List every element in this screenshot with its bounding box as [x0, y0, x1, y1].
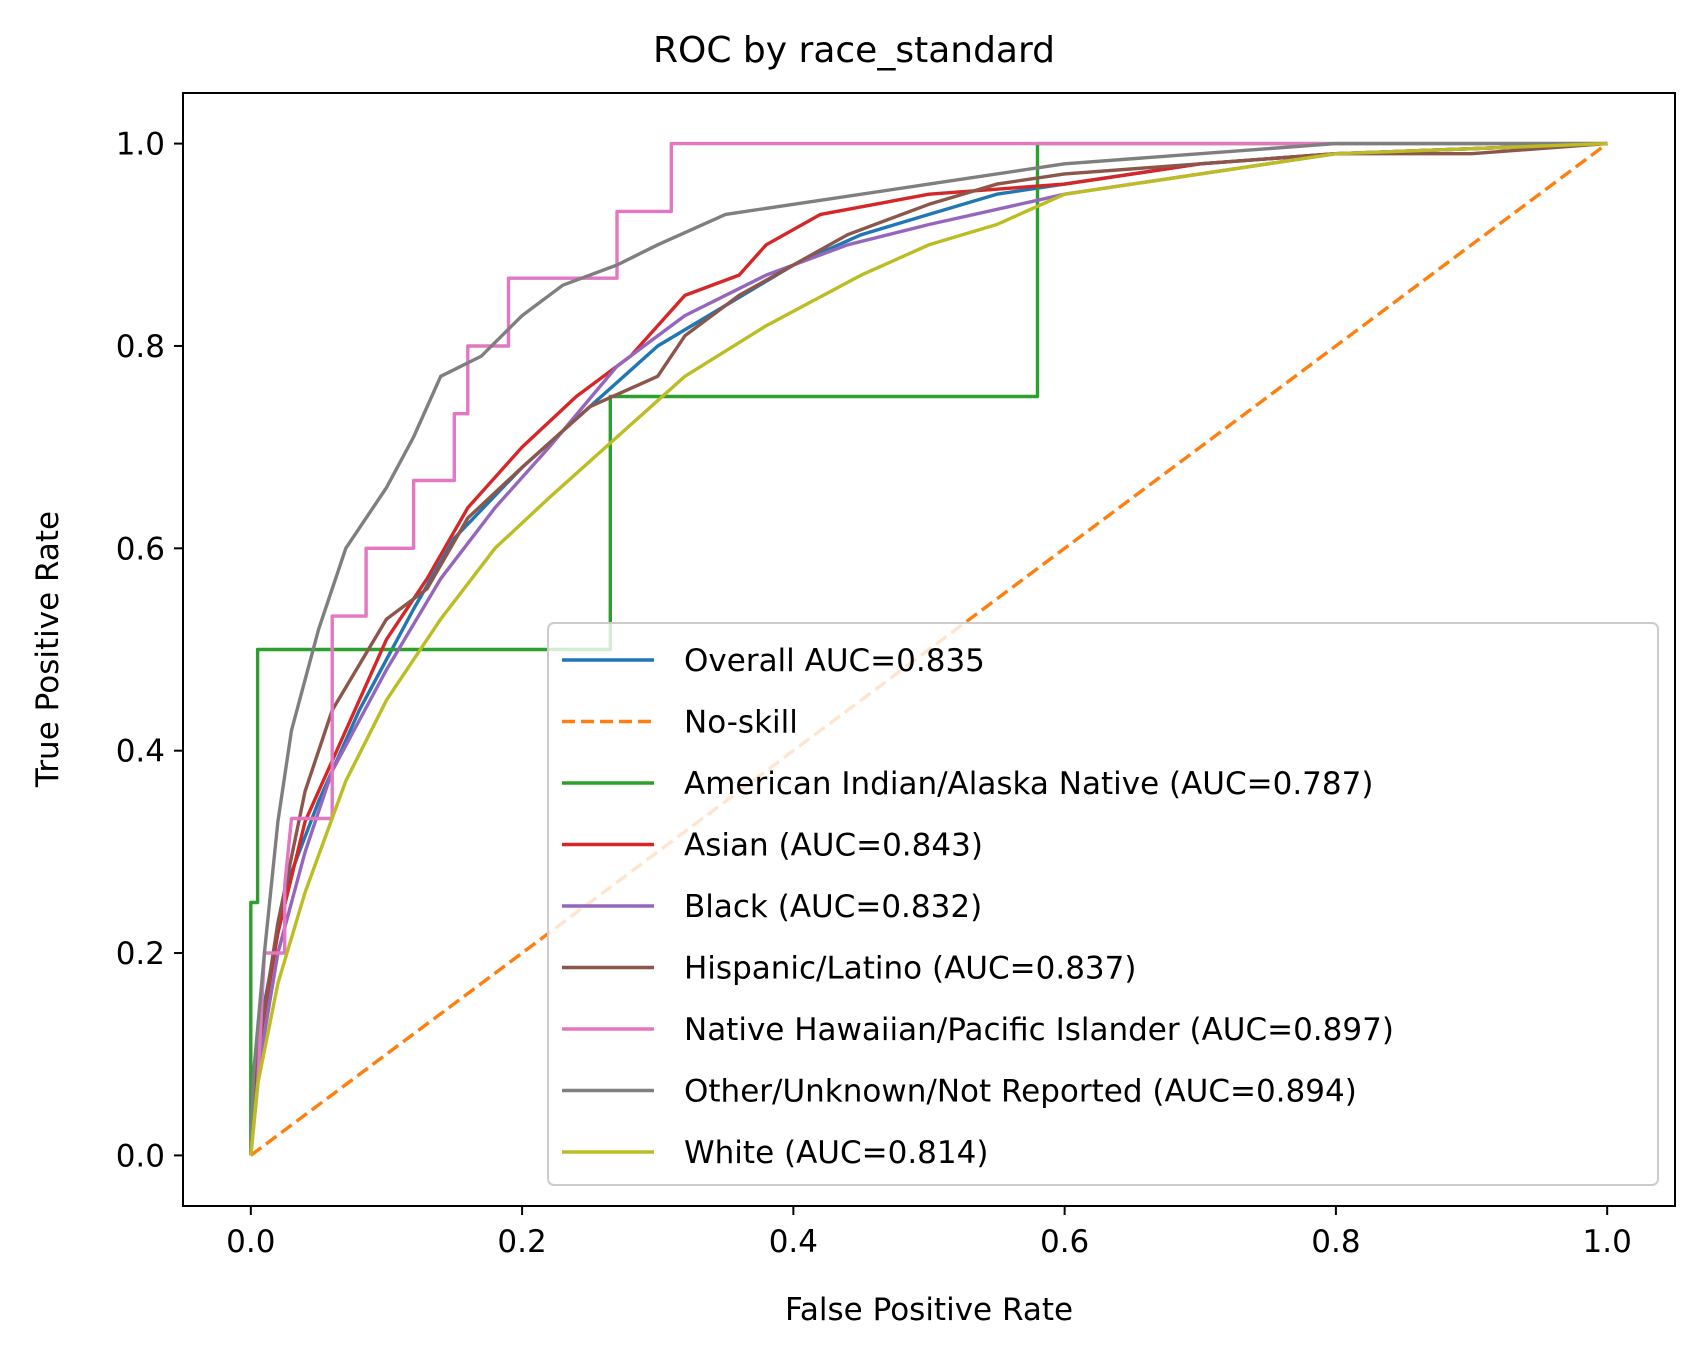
- legend-label-3: Asian (AUC=0.843): [684, 828, 983, 864]
- y-axis-label: True Positive Rate: [30, 511, 66, 788]
- y-tick-label: 0.4: [116, 734, 165, 770]
- legend: Overall AUC=0.835 No-skill American Indian…: [547, 622, 1659, 1186]
- legend-label-7: Other/Unknown/Not Reported (AUC=0.894): [684, 1074, 1357, 1110]
- series-line-6: [249, 141, 1608, 1156]
- series-line-5: [249, 141, 1608, 1156]
- legend-label-1: No-skill: [684, 705, 798, 741]
- legend-label-2: American Indian/Alaska Native (AUC=0.787…: [684, 766, 1373, 802]
- legend-label-5: Hispanic/Latino (AUC=0.837): [684, 951, 1136, 987]
- legend-label-0: Overall AUC=0.835: [684, 643, 985, 679]
- y-tick-label: 0.2: [116, 936, 165, 972]
- plot-frame: [182, 92, 1676, 1207]
- x-axis: 0.0 0.2 0.4 0.6 0.8 1.0: [226, 1206, 1632, 1260]
- legend-items: Overall AUC=0.835 No-skill American Indian…: [562, 643, 1394, 1171]
- x-tick-label: 0.2: [497, 1224, 546, 1260]
- y-tick-label: 0.0: [116, 1138, 165, 1174]
- legend-label-8: White (AUC=0.814): [684, 1135, 988, 1171]
- x-tick-label: 0.6: [1040, 1224, 1089, 1260]
- y-axis: 0.0 0.2 0.4 0.6 0.8 1.0: [116, 127, 183, 1174]
- y-tick-label: 1.0: [116, 127, 165, 163]
- series-line-8: [249, 141, 1608, 1156]
- x-tick-label: 1.0: [1583, 1224, 1632, 1260]
- x-tick-label: 0.8: [1311, 1224, 1360, 1260]
- series-line-7: [249, 141, 1608, 1156]
- x-axis-label: False Positive Rate: [785, 1292, 1073, 1328]
- legend-box: [547, 622, 1659, 1186]
- series-line-3: [249, 141, 1608, 1156]
- legend-label-4: Black (AUC=0.832): [684, 889, 982, 925]
- y-tick-label: 0.8: [116, 329, 165, 365]
- chart-title: ROC by race_standard: [653, 30, 1055, 71]
- y-tick-label: 0.6: [116, 531, 165, 567]
- x-tick-label: 0.0: [226, 1224, 275, 1260]
- x-tick-label: 0.4: [769, 1224, 818, 1260]
- legend-label-6: Native Hawaiian/Pacific Islander (AUC=0.…: [684, 1012, 1394, 1048]
